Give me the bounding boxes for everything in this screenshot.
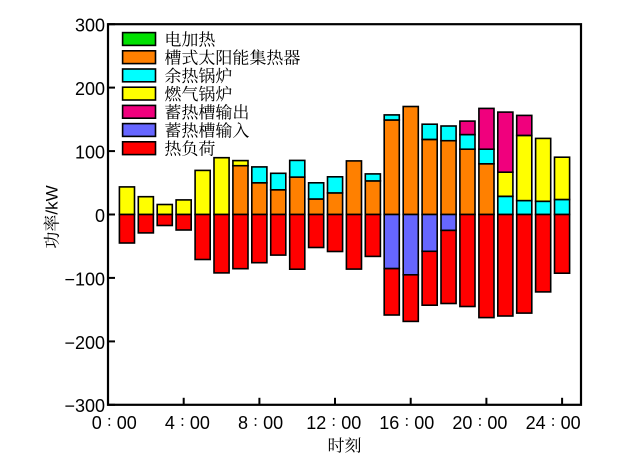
svg-text:00: 00	[190, 413, 210, 433]
svg-text:00: 00	[263, 413, 283, 433]
svg-text:24: 24	[526, 413, 546, 433]
svg-text:0: 0	[92, 413, 102, 433]
svg-text:−200: −200	[64, 333, 105, 353]
svg-text:20: 20	[452, 413, 472, 433]
svg-text:00: 00	[487, 413, 507, 433]
svg-text:00: 00	[561, 413, 581, 433]
svg-text:−300: −300	[64, 396, 105, 416]
svg-text:00: 00	[414, 413, 434, 433]
svg-text:/kW: /kW	[42, 185, 61, 214]
svg-text:4: 4	[165, 413, 175, 433]
svg-text:200: 200	[75, 79, 105, 99]
svg-text:0: 0	[95, 206, 105, 226]
svg-text:100: 100	[75, 143, 105, 163]
svg-text:00: 00	[341, 413, 361, 433]
svg-text:−100: −100	[64, 269, 105, 289]
svg-text:12: 12	[306, 413, 326, 433]
svg-text:16: 16	[379, 413, 399, 433]
svg-text:8: 8	[238, 413, 248, 433]
svg-text:00: 00	[117, 413, 137, 433]
svg-text:300: 300	[75, 16, 105, 36]
